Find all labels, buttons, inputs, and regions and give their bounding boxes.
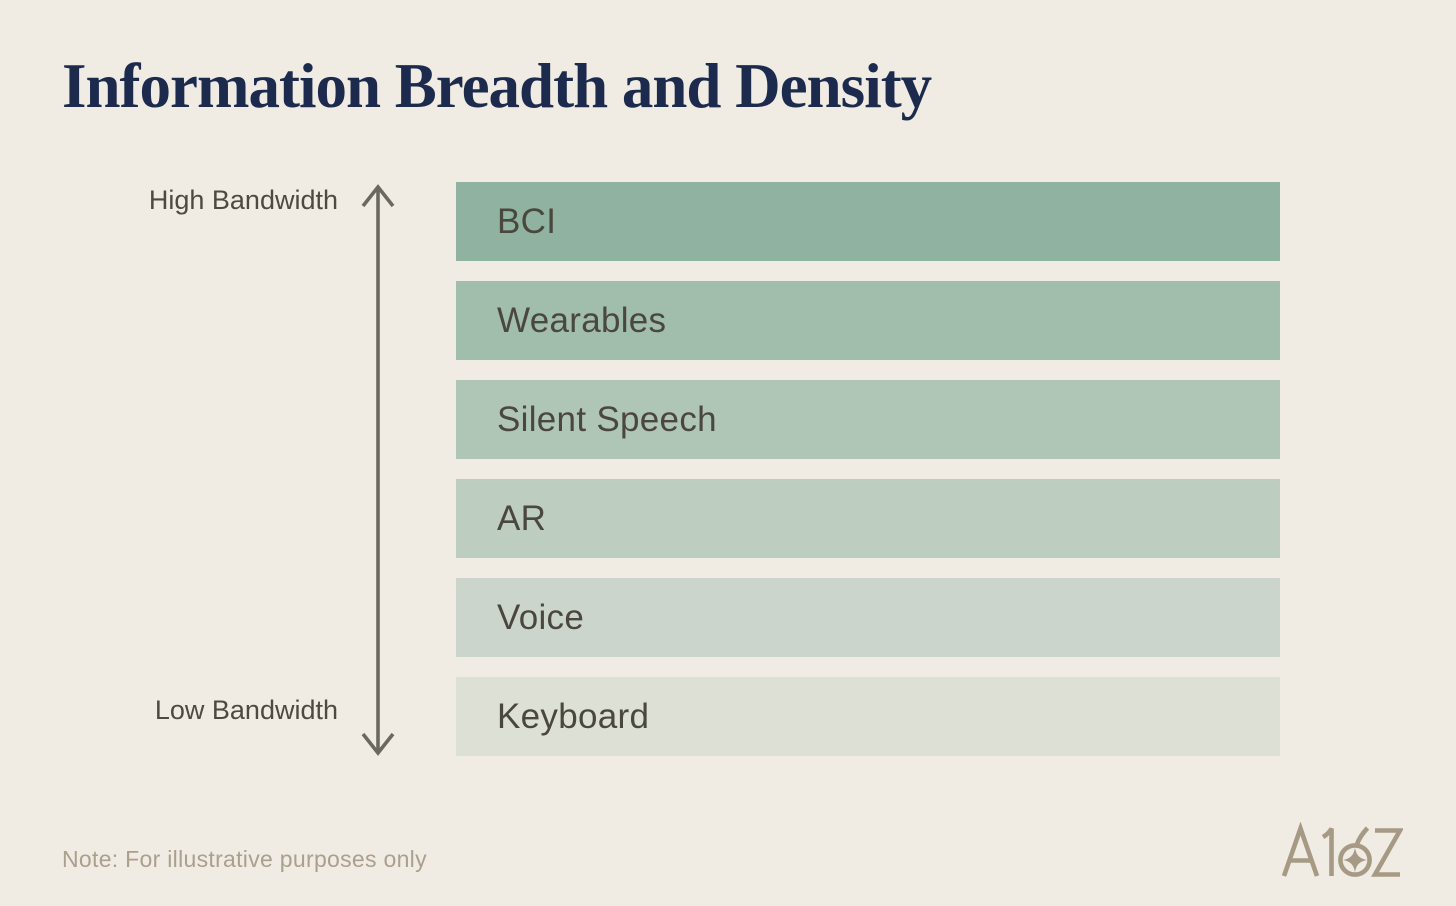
low-bandwidth-label: Low Bandwidth (154, 695, 338, 725)
bar-row-voice: Voice (456, 578, 1280, 657)
bar-label: Voice (497, 597, 585, 637)
page-title: Information Breadth and Density (62, 51, 932, 121)
bandwidth-axis-arrow-icon (357, 181, 399, 759)
bar-row-silent-speech: Silent Speech (456, 380, 1280, 459)
bandwidth-bar-list: BCI Wearables Silent Speech AR Voice Key… (456, 182, 1280, 756)
bar-label: Keyboard (497, 696, 650, 736)
bar-label: BCI (497, 201, 557, 241)
bar-label: AR (497, 498, 547, 538)
bar-row-ar: AR (456, 479, 1280, 558)
bar-label: Silent Speech (497, 399, 717, 439)
bar-row-wearables: Wearables (456, 281, 1280, 360)
bar-label: Wearables (497, 300, 667, 340)
bar-row-bci: BCI (456, 182, 1280, 261)
bar-row-keyboard: Keyboard (456, 677, 1280, 756)
high-bandwidth-label: High Bandwidth (148, 185, 338, 215)
a16z-logo (1281, 822, 1403, 882)
footnote: Note: For illustrative purposes only (62, 846, 427, 872)
